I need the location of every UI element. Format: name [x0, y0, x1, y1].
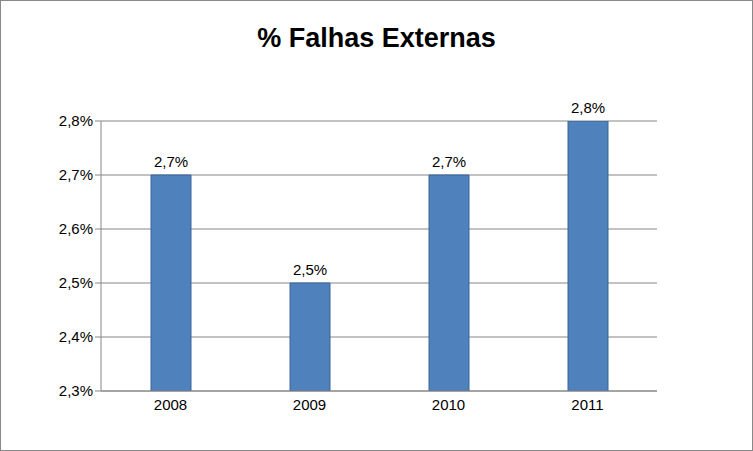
svg-text:2,5%: 2,5% — [59, 274, 93, 291]
html-text:% Falhas Externas: % Falhas Externas — [257, 23, 496, 53]
svg-text:2,4%: 2,4% — [59, 328, 93, 345]
svg-text:2,8%: 2,8% — [59, 112, 93, 129]
svg-text:2,8%: 2,8% — [571, 99, 605, 116]
svg-text:2,7%: 2,7% — [432, 153, 466, 170]
svg-text:2,7%: 2,7% — [154, 153, 188, 170]
svg-text:2011: 2011 — [571, 396, 603, 413]
svg-text:2,7%: 2,7% — [59, 166, 93, 183]
svg-text:2008: 2008 — [154, 396, 187, 413]
svg-text:2,3%: 2,3% — [59, 382, 93, 399]
svg-text:2,6%: 2,6% — [59, 220, 93, 237]
svg-text:2009: 2009 — [293, 396, 326, 413]
svg-text:2010: 2010 — [432, 396, 465, 413]
svg-text:2,5%: 2,5% — [293, 261, 327, 278]
